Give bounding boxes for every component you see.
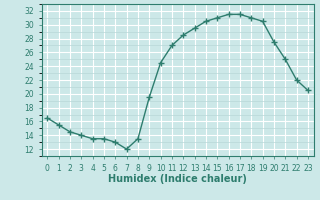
X-axis label: Humidex (Indice chaleur): Humidex (Indice chaleur) [108, 174, 247, 184]
